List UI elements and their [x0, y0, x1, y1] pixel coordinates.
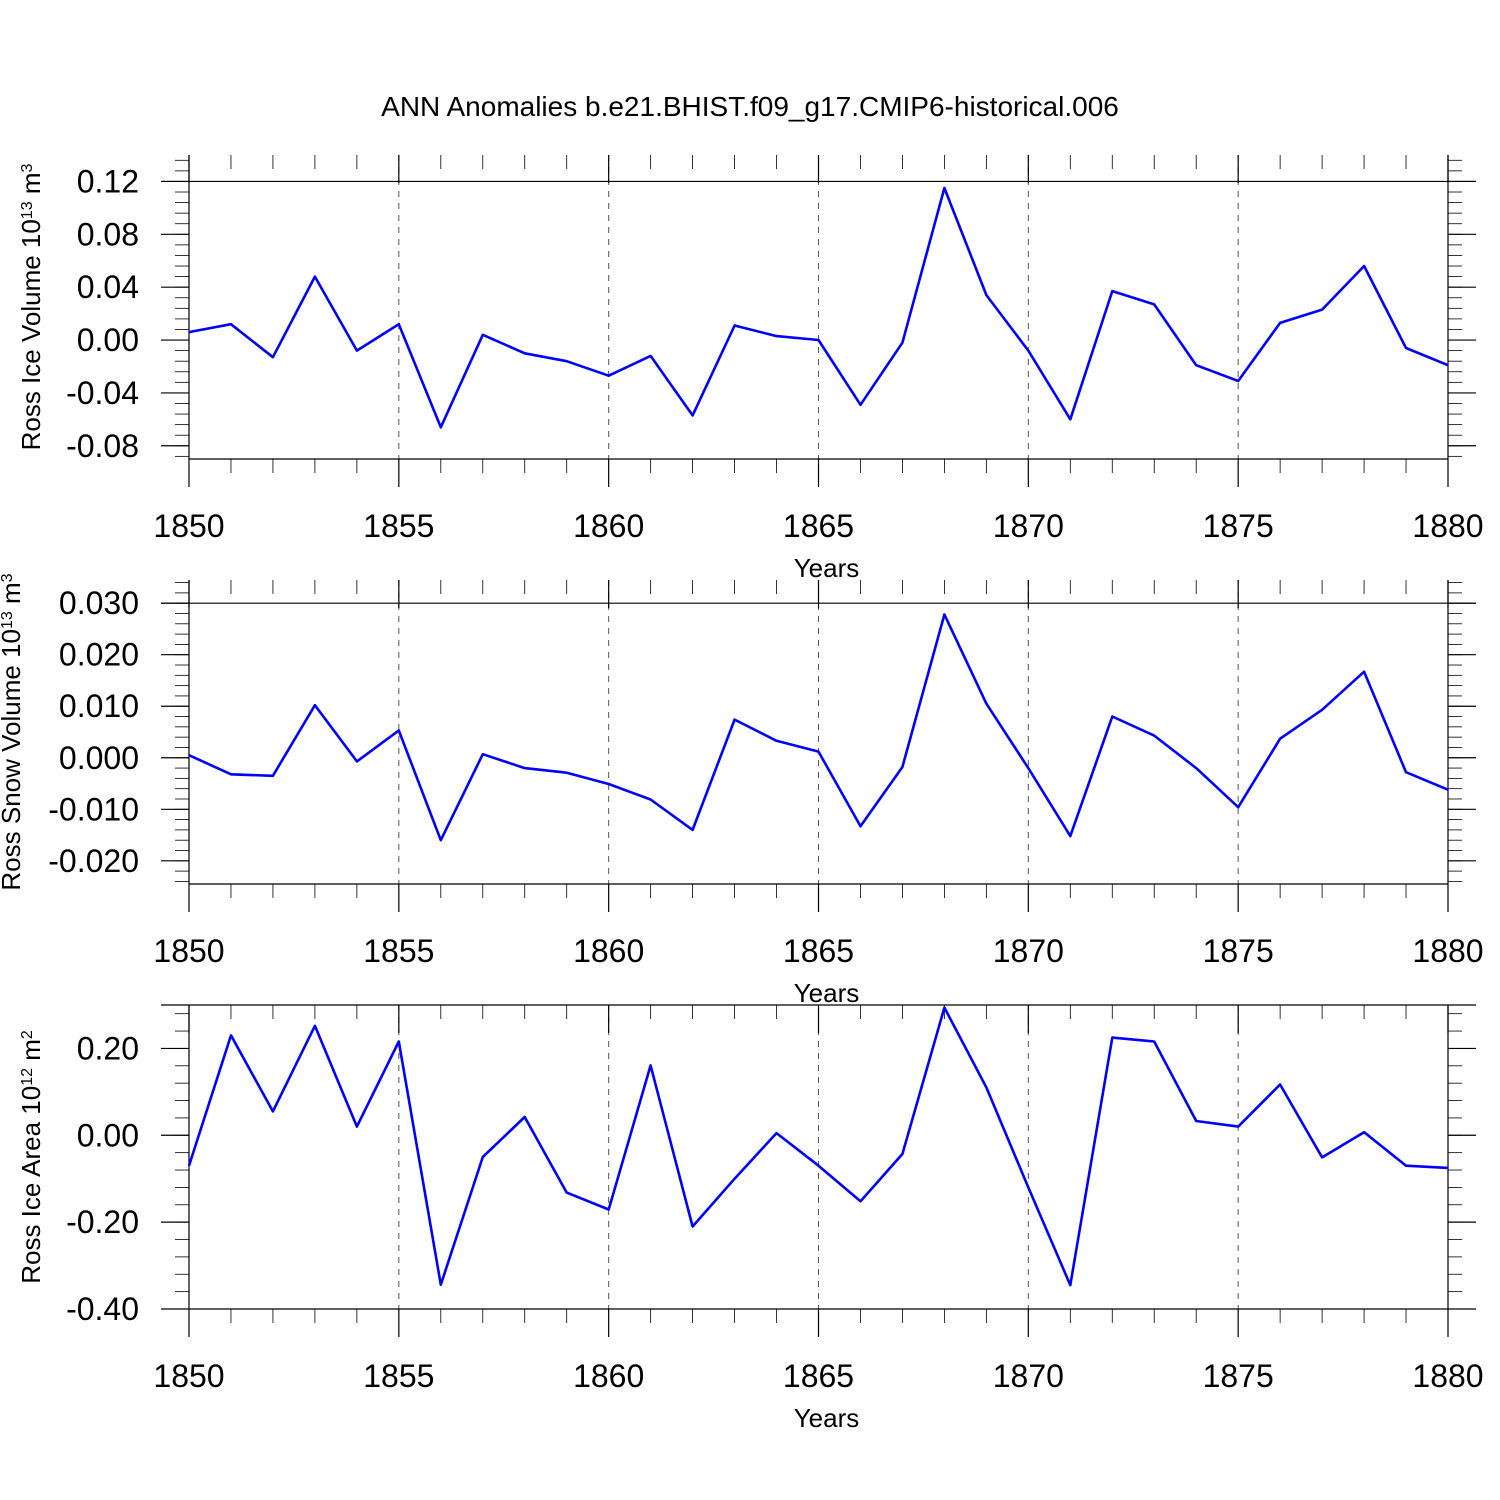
panels: 0.12 0.08 0.04 0.00 -0.04 -0.08 1850 1855 1860 18…: [0, 155, 1484, 1433]
y-axis-title: Ross Snow Volume 1013 m3: [0, 573, 26, 890]
ytick-label: -0.010: [48, 791, 139, 827]
xtick-label: 1865: [783, 1358, 854, 1394]
panel-3: 0.20 0.00 -0.20 -0.40 1850 1855 1860 1865 1870 18…: [16, 1004, 1484, 1433]
figure-title: ANN Anomalies b.e21.BHIST.f09_g17.CMIP6-…: [381, 91, 1119, 122]
y-axis-title-unit-exp: 3: [0, 573, 16, 582]
xtick-label: 1875: [1203, 933, 1274, 969]
xtick-label: 1860: [573, 933, 644, 969]
xtick-label: 1870: [993, 933, 1064, 969]
y-axis-title-unit: m: [16, 172, 46, 201]
series-line: [188, 186, 1449, 429]
xtick-label: 1865: [783, 508, 854, 544]
xtick-label: 1855: [363, 508, 434, 544]
xtick-label: 1850: [153, 508, 224, 544]
series-line: [187, 1006, 1449, 1287]
y-axis-title-exp: 12: [19, 1068, 36, 1086]
ytick-label: 0.00: [77, 1117, 139, 1153]
xtick-label: 1855: [363, 933, 434, 969]
ytick-label: 0.030: [59, 585, 139, 621]
ytick-label: -0.08: [66, 428, 139, 464]
y-axis-title: Ross Ice Volume 1013 m3: [16, 163, 46, 450]
y-axis-title-unit: m: [16, 1039, 46, 1068]
xtick-label: 1870: [993, 508, 1064, 544]
ytick-label: 0.08: [77, 216, 139, 252]
xtick-label: 1880: [1412, 933, 1483, 969]
x-axis-title: Years: [794, 1403, 860, 1433]
xtick-label: 1875: [1203, 508, 1274, 544]
y-axis-title-main: Ross Ice Volume 10: [16, 219, 46, 450]
panel-2: 0.030 0.020 0.010 0.000 -0.010 -0.020 1850 1855…: [0, 573, 1484, 1008]
xtick-label: 1860: [573, 1358, 644, 1394]
xtick-label: 1855: [363, 1358, 434, 1394]
y-axis-title-main: Ross Snow Volume 10: [0, 629, 26, 891]
y-axis-title-main: Ross Ice Area 10: [16, 1086, 46, 1284]
y-axis-title-unit-exp: 3: [19, 163, 36, 172]
y-axis-title-exp: 13: [0, 611, 16, 629]
ytick-label: 0.04: [77, 269, 139, 305]
xtick-label: 1860: [573, 508, 644, 544]
ytick-label: 0.00: [77, 322, 139, 358]
ytick-label: 0.020: [59, 637, 139, 673]
ytick-label: 0.12: [77, 163, 139, 199]
ytick-label: -0.020: [48, 843, 139, 879]
xtick-label: 1850: [153, 1358, 224, 1394]
ytick-label: -0.20: [66, 1204, 139, 1240]
xtick-label: 1870: [993, 1358, 1064, 1394]
y-axis-title-unit: m: [0, 582, 26, 611]
panel-1: 0.12 0.08 0.04 0.00 -0.04 -0.08 1850 1855 1860 18…: [16, 155, 1484, 583]
ytick-label: -0.04: [66, 375, 139, 411]
ytick-label: 0.20: [77, 1030, 139, 1066]
ytick-label: 0.000: [59, 740, 139, 776]
series-line: [188, 613, 1449, 842]
ytick-label: -0.40: [66, 1291, 139, 1327]
xtick-label: 1880: [1412, 508, 1483, 544]
xtick-label: 1875: [1203, 1358, 1274, 1394]
x-axis-title: Years: [794, 978, 860, 1008]
y-axis-title-unit-exp: 2: [19, 1030, 36, 1039]
ytick-label: 0.010: [59, 688, 139, 724]
xtick-label: 1880: [1412, 1358, 1483, 1394]
x-axis-title: Years: [794, 553, 860, 583]
xtick-label: 1850: [153, 933, 224, 969]
y-axis-title: Ross Ice Area 1012 m2: [16, 1030, 46, 1284]
y-axis-title-exp: 13: [19, 201, 36, 219]
xtick-label: 1865: [783, 933, 854, 969]
